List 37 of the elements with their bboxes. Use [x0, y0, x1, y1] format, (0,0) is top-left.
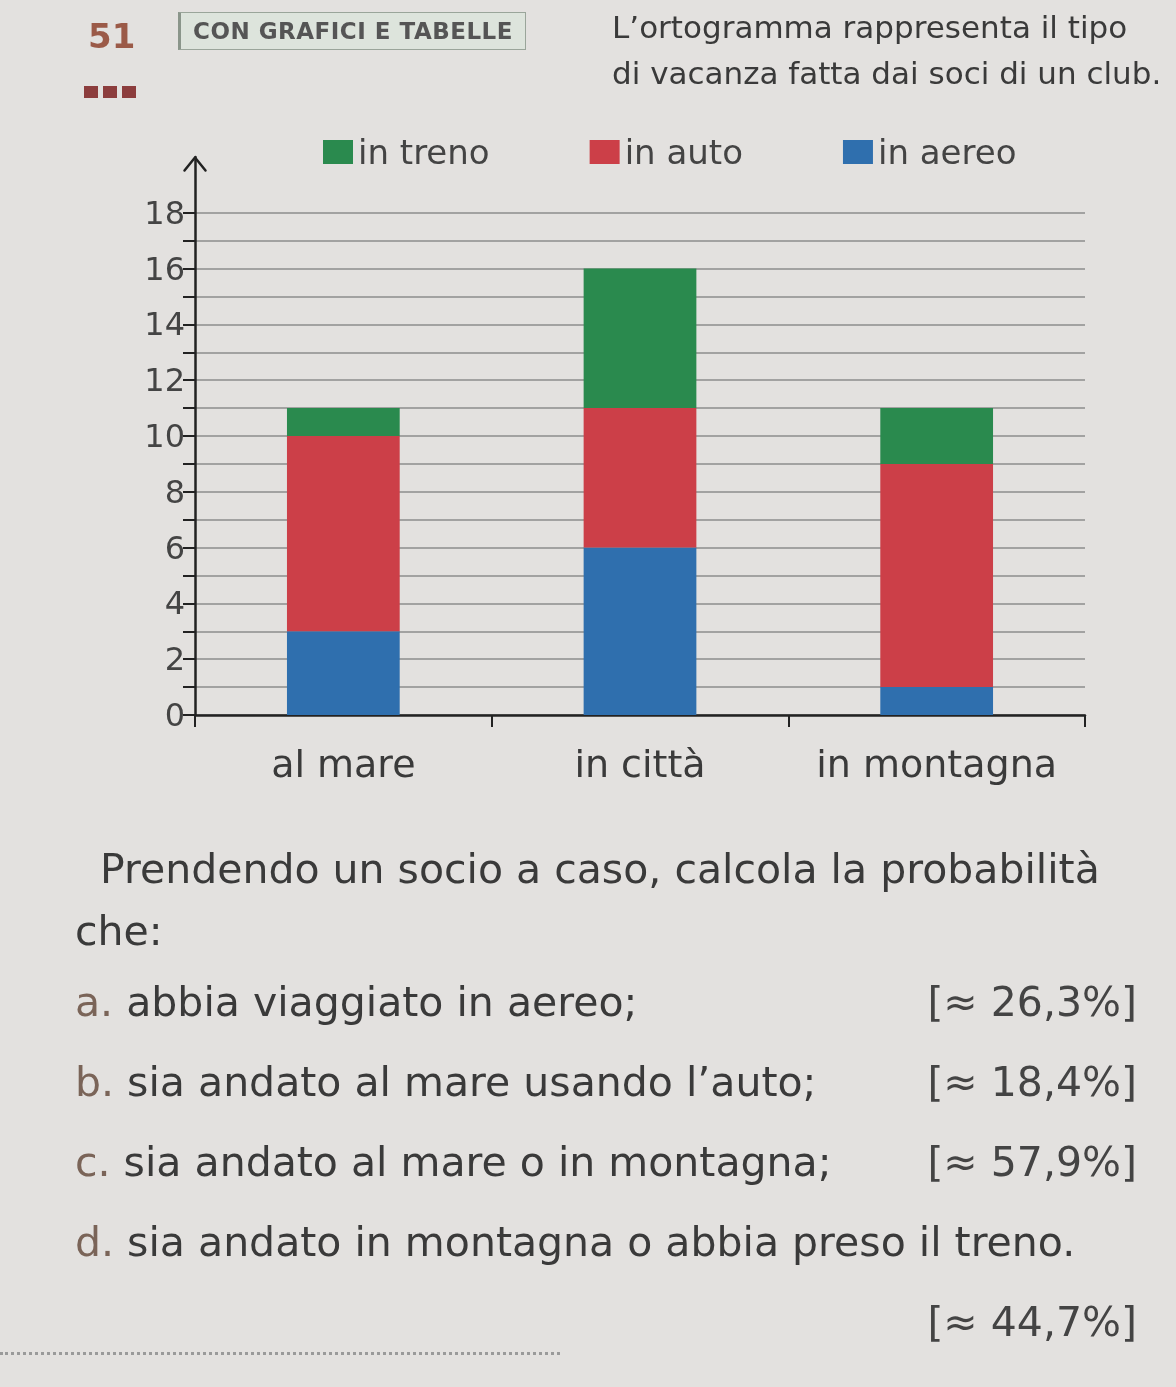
- y-tick-label: 0: [164, 696, 185, 734]
- y-tick-label: 10: [144, 417, 185, 455]
- bar: [880, 463, 994, 688]
- text: Prendendo un socio a caso, calcola la probabilità che:: [75, 844, 1101, 957]
- bar: [286, 631, 400, 715]
- text: [≈ 57,9%]: [926, 1137, 1137, 1188]
- y-tick-label: 2: [164, 640, 185, 679]
- legend-label: in aereo: [877, 132, 1017, 172]
- bar: [583, 268, 697, 409]
- text: [≈ 26,3%]: [926, 977, 1137, 1028]
- text: [≈ 44,7%]: [926, 1297, 1137, 1348]
- bar: [583, 408, 697, 548]
- bar: [880, 687, 994, 715]
- legend-label: in auto: [624, 132, 743, 172]
- y-tick-label: 16: [144, 249, 185, 288]
- text: c. sia andato al mare o in montagna;: [75, 1138, 832, 1186]
- y-tick-label: 18: [144, 193, 185, 232]
- text: a. abbia viaggiato in aereo;: [75, 978, 638, 1026]
- text: d. sia andato in montagna o abbia preso il treno.: [75, 1218, 1076, 1266]
- legend-label: in treno: [358, 132, 490, 172]
- y-tick-label: 6: [164, 528, 185, 567]
- y-tick-label: 14: [144, 305, 185, 344]
- text: b. sia andato al mare usando l’auto;: [75, 1058, 817, 1106]
- x-tick-label: al mare: [271, 742, 416, 786]
- bar: [880, 408, 994, 464]
- x-tick-label: in città: [574, 742, 706, 786]
- text: 51: [88, 16, 136, 56]
- bar: [286, 436, 400, 632]
- bar: [583, 547, 697, 715]
- y-tick-label: 8: [164, 472, 185, 511]
- bar: [286, 408, 400, 436]
- chart-title: L’ortogramma rappresenta il tipo di vacanza fatta dai soci di un club.: [612, 8, 1162, 93]
- text: [≈ 18,4%]: [926, 1057, 1137, 1108]
- y-tick-label: 12: [144, 361, 185, 400]
- chart-subtitle: CON GRAFICI E TABELLE: [178, 12, 526, 50]
- x-tick-label: in montagna: [816, 742, 1058, 786]
- y-tick-label: 4: [164, 584, 185, 623]
